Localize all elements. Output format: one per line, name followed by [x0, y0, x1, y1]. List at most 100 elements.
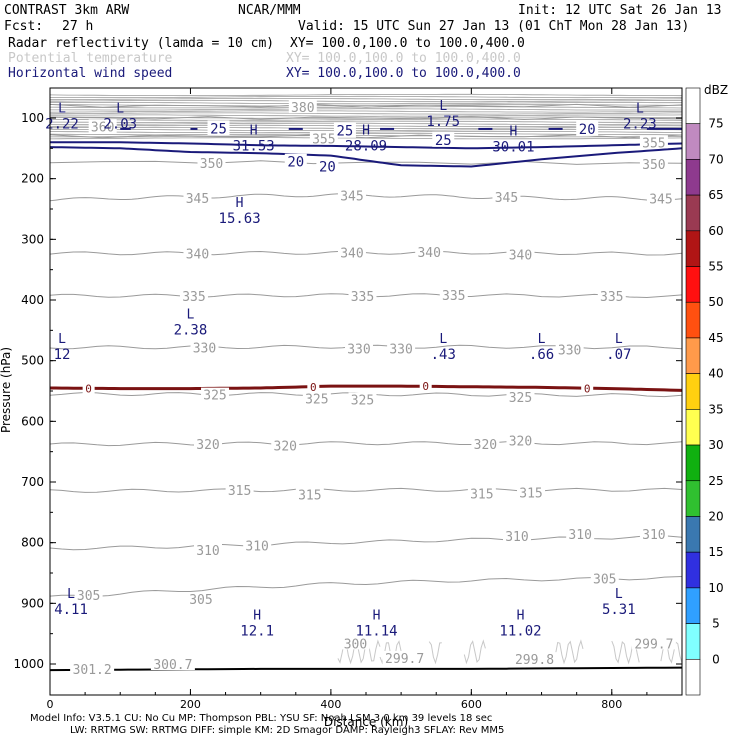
x-tick-label: 400: [320, 698, 341, 711]
theta-label-bg: [344, 341, 373, 355]
y-tick-label: 800: [21, 536, 44, 550]
theta-label: 320: [509, 435, 532, 450]
theta-label-bg: [639, 527, 668, 541]
theta-label-bg: [88, 119, 117, 133]
theta-label-bg: [590, 571, 619, 585]
colorbar-swatch: [685, 623, 701, 660]
colorbar-level: 20: [708, 509, 723, 523]
extremum-value: 15.63: [219, 211, 261, 227]
theta-label-bg: [70, 661, 115, 675]
field-theta-xy: XY= 100.0,100.0 to 100.0,400.0: [286, 51, 521, 66]
y-tick-label: 100: [21, 111, 44, 125]
extremum-kind: H: [362, 123, 370, 138]
extremum-kind: L: [439, 99, 447, 114]
theta-label-bg: [150, 657, 195, 670]
colorbar-level: 75: [708, 117, 723, 131]
wind-contour-20: [50, 146, 682, 168]
y-tick-label: 300: [21, 232, 44, 246]
extremum-value: 12: [54, 347, 71, 363]
theta-label-bg: [566, 527, 595, 541]
refl-label-bg: [419, 380, 432, 393]
footer-line-1: Model Info: V3.5.1 CU: No Cu MP: Thompso…: [30, 713, 492, 724]
theta-label-bg: [183, 246, 212, 260]
theta-label: 301.2: [73, 663, 112, 678]
surface-noise-line: [463, 639, 486, 665]
theta-contour-335: [50, 293, 682, 299]
extremum-value: 30.01: [492, 139, 534, 155]
theta-label: 310: [642, 528, 665, 543]
extremum-value: .07: [606, 347, 631, 363]
theta-label: 325: [509, 391, 532, 406]
theta-label: 345: [340, 190, 363, 205]
theta-label-bg: [179, 288, 208, 302]
theta-label: 299.8: [515, 653, 554, 668]
extremum-value: .43: [431, 347, 456, 363]
extremum-value: 5.31: [602, 602, 636, 618]
colorbar-swatch: [685, 123, 701, 160]
theta-label-bg: [337, 245, 366, 259]
theta-label-bg: [471, 436, 500, 450]
theta-label-bg: [382, 650, 427, 664]
theta-contour-340: [50, 250, 682, 256]
theta-label-bg: [439, 288, 468, 302]
theta-label-bg: [194, 542, 222, 556]
theta-label: 300: [344, 637, 367, 652]
theta-label-bg: [186, 592, 215, 606]
theta-label: 335: [442, 289, 465, 304]
wind-label: 20: [579, 122, 596, 138]
colorbar-level: 70: [708, 152, 723, 166]
wind-label: 25: [435, 133, 452, 149]
colorbar-level: 0: [712, 652, 720, 666]
theta-label-bg: [467, 486, 496, 500]
theta-label-bg: [348, 392, 377, 406]
theta-label: 315: [470, 488, 493, 503]
theta-label: 330: [389, 343, 412, 358]
colorbar-level: 50: [708, 295, 723, 309]
extremum-kind: L: [58, 332, 66, 347]
theta-label: 305: [593, 572, 616, 587]
y-tick-label: 500: [21, 354, 44, 368]
colorbar-level: 10: [708, 581, 723, 595]
y-axis-title: Pressure (hPa): [0, 347, 13, 433]
x-axis-title: Distance (km): [324, 715, 408, 729]
colorbar-level: 5: [712, 617, 720, 631]
extremum-value: 2.38: [174, 323, 208, 339]
colorbar-swatch: [685, 409, 701, 446]
colorbar-swatch: [685, 337, 701, 374]
theta-label-bg: [597, 288, 626, 302]
theta-label-bg: [517, 485, 546, 499]
theta-label: 320: [474, 438, 497, 453]
theta-label: 310: [568, 528, 591, 543]
theta-contour-330: [50, 344, 682, 350]
theta-label: 320: [196, 438, 219, 453]
extremum-kind: H: [510, 124, 518, 139]
theta-label-bg: [387, 341, 416, 355]
theta-label-bg: [502, 528, 531, 542]
theta-label: 310: [196, 544, 219, 559]
theta-label-bg: [646, 191, 675, 205]
forecast-hour: 27 h: [62, 19, 93, 34]
theta-band-line: [50, 118, 682, 121]
wind-label-bg: [576, 120, 599, 136]
colorbar-swatch: [685, 266, 701, 303]
plot-area: 380 360 355 355 350 350 345 345 345 345 340 340 340 3…: [0, 87, 683, 729]
colorbar-level: 60: [708, 224, 723, 238]
y-tick-label: 700: [21, 475, 44, 489]
theta-label: 345: [495, 191, 518, 206]
theta-label: 330: [558, 344, 581, 359]
theta-contour-310: [50, 535, 682, 551]
valid-time: Valid: 15 UTC Sun 27 Jan 13 (01 ChT Mon …: [298, 19, 689, 34]
extremum-kind: L: [636, 101, 644, 116]
field-theta-label: Potential temperature: [8, 51, 173, 66]
theta-label: 340: [417, 246, 440, 261]
theta-label: 340: [340, 247, 363, 262]
footer-line-2: LW: RRTMG SW: RRTMG DIFF: simple KM: 2D …: [70, 725, 504, 736]
theta-band-line: [50, 95, 682, 99]
wind-label: 20: [287, 155, 304, 171]
colorbar-swatch: [685, 444, 701, 482]
colorbar-level: 30: [708, 438, 723, 452]
ground-line-path: [50, 666, 682, 672]
theta-label-bg: [201, 387, 230, 401]
theta-band-line: [50, 112, 682, 115]
